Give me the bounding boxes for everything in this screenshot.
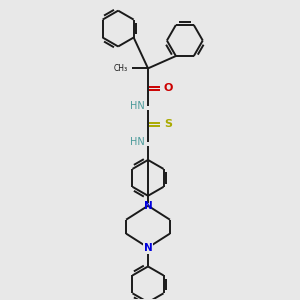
Text: N: N [144, 201, 152, 211]
Text: S: S [164, 119, 172, 129]
Text: N: N [144, 242, 152, 253]
Text: HN: HN [130, 137, 145, 147]
Text: CH₃: CH₃ [114, 64, 128, 73]
Text: O: O [164, 83, 173, 93]
Text: HN: HN [130, 101, 145, 111]
